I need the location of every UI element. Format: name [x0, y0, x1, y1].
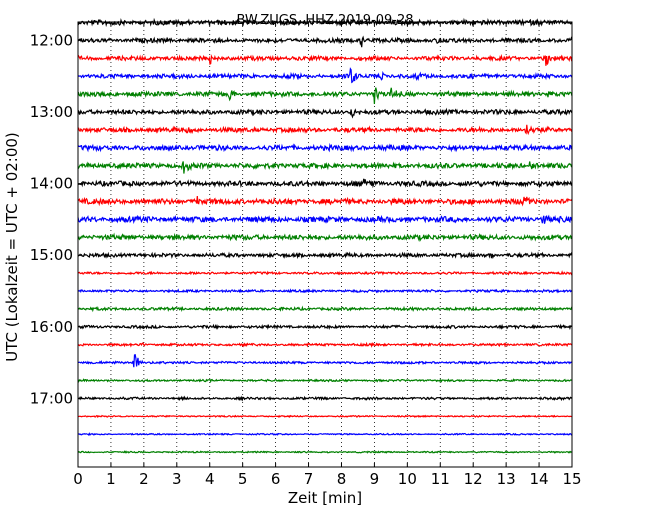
- y-tick-label: 17:00: [30, 389, 73, 407]
- seismic-trace: [77, 450, 573, 454]
- traces-layer: [77, 17, 573, 454]
- seismic-trace: [77, 35, 573, 48]
- seismic-trace: [77, 196, 573, 207]
- seismic-trace: [77, 214, 573, 225]
- seismic-trace: [77, 395, 573, 402]
- x-tick-label: 1: [106, 470, 116, 488]
- x-tick-label: 7: [304, 470, 314, 488]
- seismic-trace: [77, 178, 573, 189]
- seismic-trace: [77, 67, 573, 84]
- seismic-trace: [77, 142, 573, 153]
- x-tick-label: 12: [464, 470, 483, 488]
- seismic-trace: [77, 288, 573, 294]
- y-axis-label: UTC (Lokalzeit = UTC + 02:00): [3, 132, 21, 362]
- x-tick-label: 10: [398, 470, 417, 488]
- seismic-trace: [77, 124, 573, 136]
- seismic-trace: [77, 251, 573, 260]
- seismic-trace: [77, 161, 573, 174]
- x-tick-label: 8: [337, 470, 347, 488]
- seismic-trace: [77, 107, 573, 119]
- x-tick-label: 4: [205, 470, 215, 488]
- seismic-trace: [77, 232, 573, 243]
- x-tick-label: 3: [172, 470, 182, 488]
- x-axis-label: Zeit [min]: [288, 489, 362, 507]
- x-ticks-layer: 0 1 2 3 4 5 6 7 8 9 10 11 12 13 14 15: [73, 22, 582, 488]
- seismic-trace: [77, 414, 573, 419]
- x-tick-label: 6: [271, 470, 281, 488]
- x-tick-label: 15: [562, 470, 581, 488]
- y-tick-label: 12:00: [30, 31, 73, 49]
- x-tick-label: 11: [431, 470, 450, 488]
- seismic-trace: [77, 353, 573, 368]
- seismic-trace: [77, 53, 573, 66]
- y-tick-label: 15:00: [30, 246, 73, 264]
- seismic-trace: [77, 323, 573, 331]
- x-tick-label: 13: [497, 470, 516, 488]
- y-ticks-layer: 12:00 13:00 14:00 15:00 16:00 17:00: [30, 31, 82, 407]
- x-tick-label: 2: [139, 470, 149, 488]
- x-tick-label: 9: [370, 470, 380, 488]
- y-tick-label: 16:00: [30, 318, 73, 336]
- x-tick-label: 5: [238, 470, 248, 488]
- seismic-trace: [77, 432, 573, 436]
- x-tick-label: 14: [530, 470, 549, 488]
- seismic-trace: [77, 341, 573, 348]
- y-tick-label: 13:00: [30, 103, 73, 121]
- seismic-trace: [77, 305, 573, 313]
- plot-frame: [77, 21, 573, 468]
- seismic-trace: [77, 87, 573, 105]
- x-tick-label: 0: [73, 470, 83, 488]
- seismic-trace: [77, 270, 573, 276]
- seismic-trace: [77, 378, 573, 384]
- grid-layer: [110, 22, 540, 467]
- y-tick-label: 14:00: [30, 175, 73, 193]
